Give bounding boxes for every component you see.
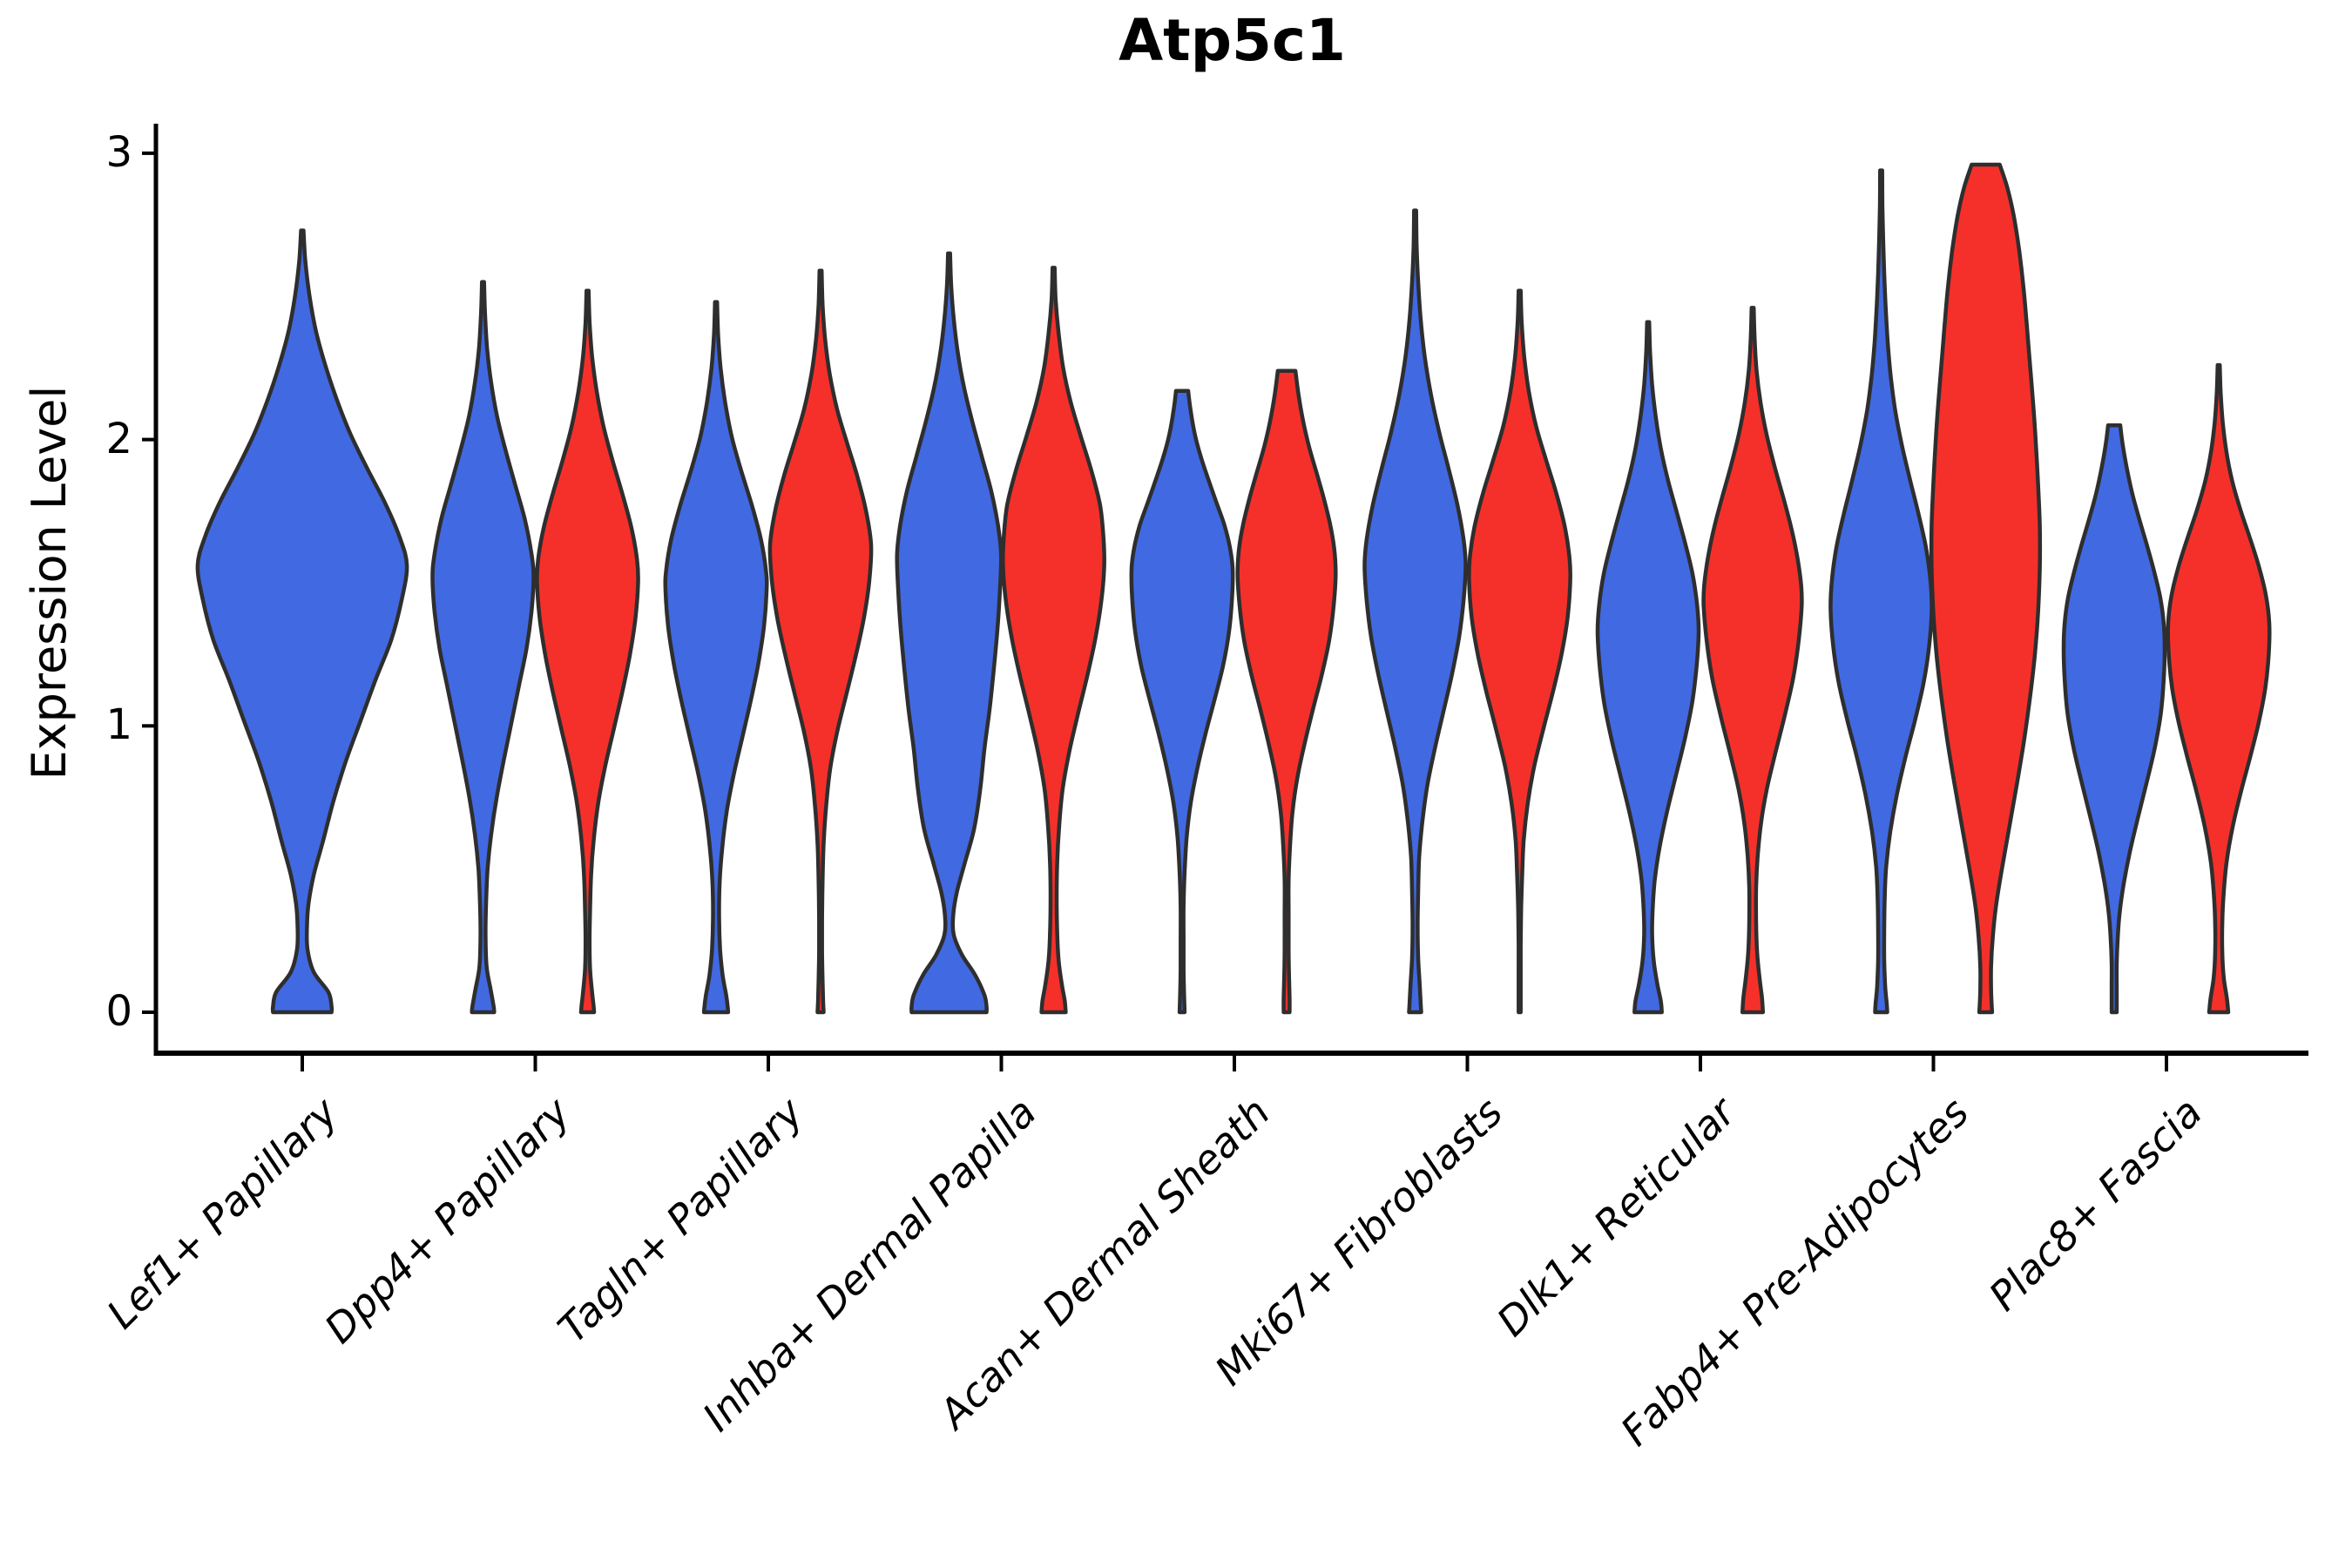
chart-title: Atp5c1 bbox=[1119, 7, 1346, 74]
violin-dpp4-blue bbox=[430, 280, 536, 1015]
y-axis-label: Expression Level bbox=[22, 385, 77, 781]
violin-fabp4-red bbox=[1929, 162, 2043, 1015]
violin-tagln-red bbox=[767, 268, 874, 1015]
y-tick-label-0: 0 bbox=[105, 987, 132, 1036]
violin-fabp4-blue bbox=[1828, 168, 1934, 1015]
violin-tagln-blue bbox=[663, 300, 769, 1015]
violin-dlk1-blue bbox=[1595, 320, 1701, 1015]
violin-plac8-red bbox=[2166, 362, 2272, 1015]
violin-dpp4-red bbox=[535, 288, 640, 1015]
violin-lef1-blue bbox=[195, 228, 409, 1015]
violin-plac8-blue bbox=[2061, 422, 2167, 1015]
y-tick-label-3: 3 bbox=[105, 127, 132, 177]
violin-inhba-blue bbox=[895, 251, 1004, 1015]
violin-dlk1-red bbox=[1701, 306, 1804, 1015]
y-tick-label-2: 2 bbox=[105, 414, 132, 463]
violin-acan-red bbox=[1235, 368, 1338, 1015]
violin-inhba-red bbox=[1001, 266, 1106, 1015]
violin-mki67-red bbox=[1467, 288, 1572, 1015]
violin-acan-blue bbox=[1129, 389, 1235, 1015]
violin-mki67-blue bbox=[1362, 208, 1468, 1015]
y-tick-label-1: 1 bbox=[105, 700, 132, 750]
